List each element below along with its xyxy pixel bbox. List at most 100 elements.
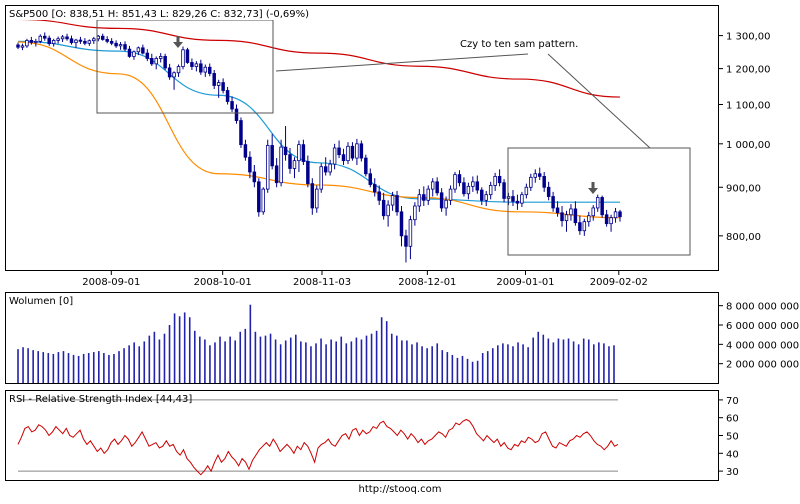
candlestick bbox=[381, 192, 386, 220]
candlestick bbox=[448, 185, 453, 206]
candlestick bbox=[34, 38, 38, 47]
price-x-tick-label: 2008-10-01 bbox=[194, 277, 252, 288]
candlestick bbox=[346, 142, 350, 165]
price-x-tick-label: 2009-01-01 bbox=[496, 277, 554, 288]
candlestick bbox=[471, 176, 475, 192]
candle-body bbox=[448, 188, 453, 201]
candle-body bbox=[364, 157, 368, 175]
volume-y-tick-label: 8 000 000 000 bbox=[726, 302, 799, 313]
candlestick bbox=[377, 185, 381, 206]
candle-body bbox=[154, 58, 158, 65]
down-arrow-icon bbox=[588, 182, 598, 194]
candle-body bbox=[274, 165, 279, 184]
annotation-text: Czy to ten sam pattern. bbox=[460, 39, 578, 50]
candlestick bbox=[100, 33, 105, 41]
candlestick bbox=[87, 39, 92, 46]
candle-body bbox=[216, 82, 221, 86]
candle-body bbox=[323, 166, 328, 173]
candlestick bbox=[332, 143, 337, 170]
candle-body bbox=[381, 199, 386, 217]
footer-url[interactable]: http://stooq.com bbox=[358, 484, 442, 495]
candle-body bbox=[542, 176, 546, 188]
candlestick bbox=[208, 63, 212, 77]
moving-average-line bbox=[17, 18, 621, 98]
candlestick bbox=[92, 36, 96, 44]
volume-y-tick-label: 6 000 000 000 bbox=[726, 321, 799, 332]
candlestick bbox=[395, 190, 399, 216]
candlestick bbox=[319, 163, 323, 193]
candle-body bbox=[100, 35, 105, 40]
price-y-tick-label: 800,00 bbox=[726, 232, 761, 243]
candle-body bbox=[150, 58, 154, 65]
candle-body bbox=[118, 44, 123, 47]
candle-body bbox=[337, 147, 341, 156]
candlestick bbox=[167, 63, 172, 80]
candlestick bbox=[216, 79, 221, 98]
pattern-box-right bbox=[507, 147, 691, 256]
candlestick bbox=[252, 164, 257, 188]
candle-body bbox=[20, 45, 25, 48]
candlestick bbox=[564, 210, 569, 232]
candlestick bbox=[203, 64, 208, 77]
candlestick bbox=[551, 191, 555, 212]
rsi-y-tick-label: 60 bbox=[726, 414, 739, 425]
candle-body bbox=[132, 51, 136, 57]
candle-body bbox=[524, 186, 529, 196]
candle-body bbox=[83, 40, 87, 44]
candlestick bbox=[283, 126, 288, 161]
candlestick bbox=[341, 148, 346, 165]
candle-body bbox=[69, 38, 74, 44]
candle-body bbox=[341, 154, 346, 162]
candle-body bbox=[234, 108, 239, 121]
candlestick bbox=[74, 38, 78, 48]
candlestick bbox=[408, 215, 413, 260]
candle-body bbox=[515, 200, 520, 204]
price-x-tick-label: 2008-12-01 bbox=[398, 277, 456, 288]
candle-body bbox=[288, 154, 292, 169]
candlestick bbox=[60, 34, 65, 43]
candlestick bbox=[123, 41, 127, 52]
candlestick bbox=[457, 170, 462, 187]
candle-body bbox=[502, 182, 506, 199]
candlestick bbox=[261, 187, 265, 215]
candlestick bbox=[270, 134, 274, 170]
price-y-tick-label: 1 200,00 bbox=[726, 65, 771, 76]
candlestick bbox=[292, 157, 297, 179]
candlestick bbox=[150, 53, 154, 66]
candlestick bbox=[310, 178, 315, 215]
candlestick bbox=[555, 201, 560, 217]
price-y-tick-label: 1 000,00 bbox=[726, 140, 771, 151]
rsi-line-series bbox=[17, 418, 619, 476]
candle-body bbox=[319, 166, 323, 190]
candle-body bbox=[172, 72, 176, 78]
candlestick bbox=[118, 42, 123, 50]
candlestick bbox=[145, 49, 150, 62]
candlestick bbox=[127, 45, 132, 58]
candlestick bbox=[194, 61, 199, 72]
candlestick bbox=[172, 71, 176, 90]
candlestick bbox=[618, 209, 622, 222]
candle-body bbox=[74, 39, 78, 44]
candlestick bbox=[234, 104, 239, 124]
candlestick bbox=[274, 158, 279, 188]
candle-body bbox=[141, 47, 145, 54]
candlestick bbox=[306, 155, 310, 188]
candlestick bbox=[466, 182, 471, 200]
candlestick bbox=[323, 157, 328, 176]
candle-body bbox=[609, 217, 613, 225]
volume-y-tick-label: 4 000 000 000 bbox=[726, 340, 799, 351]
candle-body bbox=[25, 39, 29, 47]
candle-body bbox=[466, 185, 471, 195]
candlestick bbox=[225, 86, 230, 105]
candle-body bbox=[158, 56, 163, 59]
candle-body bbox=[292, 160, 297, 169]
rsi-y-tick-label: 70 bbox=[726, 396, 739, 407]
candle-body bbox=[243, 144, 248, 158]
candlestick bbox=[337, 140, 341, 159]
candle-body bbox=[506, 196, 511, 199]
moving-average-line bbox=[17, 41, 621, 219]
candle-body bbox=[212, 73, 216, 86]
candle-body bbox=[38, 35, 43, 42]
candlestick bbox=[506, 192, 511, 206]
candlestick bbox=[105, 36, 109, 44]
